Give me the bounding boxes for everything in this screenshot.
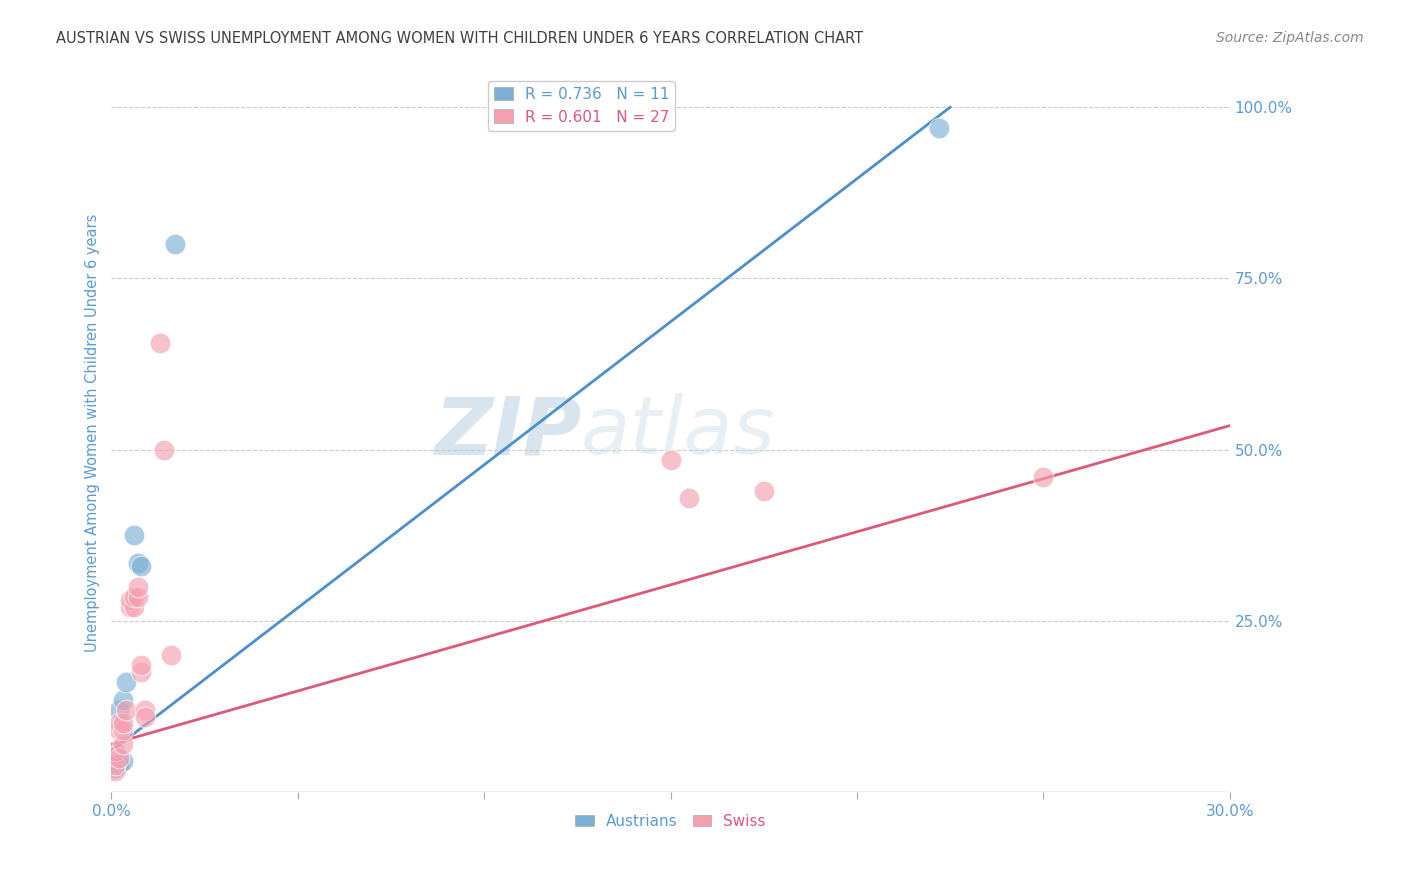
Legend: Austrians, Swiss: Austrians, Swiss (569, 807, 772, 835)
Point (104, 761, 127, 775)
Point (122, 590, 145, 604)
Point (111, 737, 134, 751)
Text: atlas: atlas (581, 393, 776, 472)
Y-axis label: Unemployment Among Women with Children Under 6 years: Unemployment Among Women with Children U… (86, 213, 100, 652)
Text: Source: ZipAtlas.com: Source: ZipAtlas.com (1216, 31, 1364, 45)
Point (928, 120, 950, 135)
Point (111, 723, 134, 738)
Point (108, 716, 131, 731)
Point (149, 336, 172, 351)
Point (115, 703, 138, 717)
Point (134, 709, 156, 723)
Point (115, 675, 138, 690)
Point (108, 757, 131, 772)
Point (129, 559, 152, 574)
Point (108, 723, 131, 738)
Point (127, 590, 149, 604)
Point (129, 665, 152, 680)
Point (111, 692, 134, 706)
Point (118, 593, 141, 607)
Point (104, 744, 127, 758)
Point (678, 491, 700, 505)
Point (127, 556, 149, 570)
Point (104, 757, 127, 772)
Point (659, 453, 682, 467)
Point (152, 442, 174, 457)
Point (122, 600, 145, 615)
Point (111, 754, 134, 768)
Point (108, 750, 131, 764)
Point (127, 580, 149, 594)
Point (752, 483, 775, 498)
Text: AUSTRIAN VS SWISS UNEMPLOYMENT AMONG WOMEN WITH CHILDREN UNDER 6 YEARS CORRELATI: AUSTRIAN VS SWISS UNEMPLOYMENT AMONG WOM… (56, 31, 863, 46)
Point (163, 237, 186, 252)
Point (111, 716, 134, 731)
Point (104, 764, 127, 779)
Text: ZIP: ZIP (433, 393, 581, 472)
Point (1032, 470, 1054, 484)
Point (118, 600, 141, 615)
Point (134, 703, 156, 717)
Point (122, 528, 145, 542)
Point (160, 648, 183, 662)
Point (129, 658, 152, 673)
Point (108, 703, 131, 717)
